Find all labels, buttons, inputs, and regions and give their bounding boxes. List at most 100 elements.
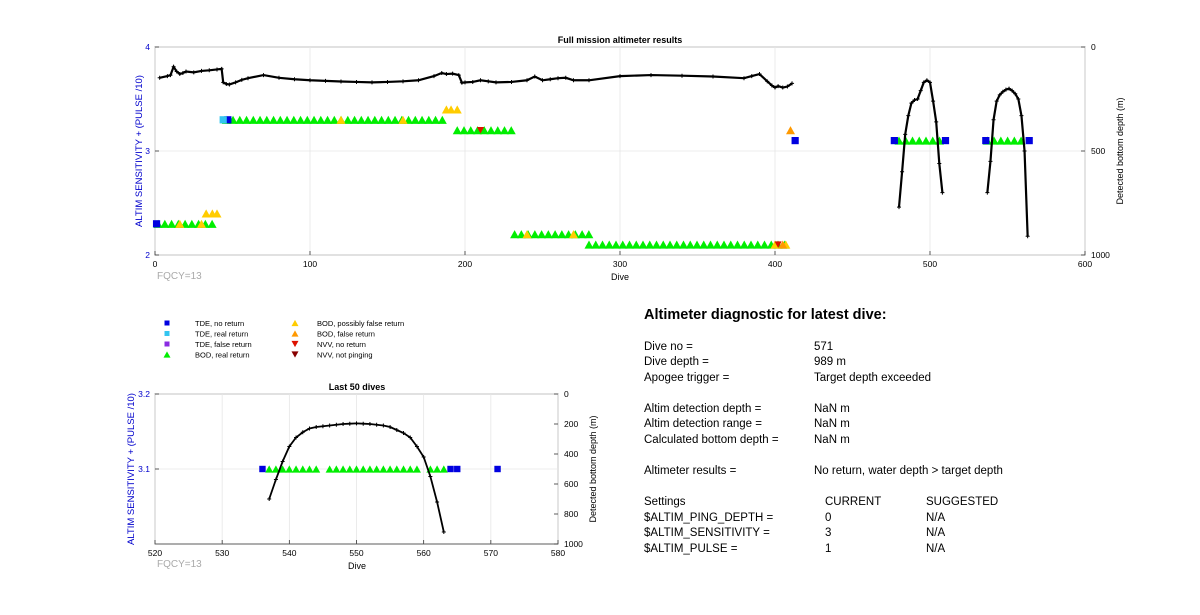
bod-real-return-marker	[753, 240, 763, 249]
bottom-depth-point	[1000, 89, 1005, 94]
bod-real-return-marker	[604, 240, 614, 249]
bottom-depth-point	[1010, 88, 1015, 93]
last-50-ticks: 520 530 540 550 560 570 580 3.1 3.2 0 200 400 600 800…	[138, 389, 583, 558]
x-tick-label: 500	[923, 259, 937, 269]
bod-real-return-marker	[577, 230, 587, 239]
altimeter-results-value: No return, water depth > target depth	[814, 465, 1003, 477]
bod-real-return-marker	[692, 240, 702, 249]
bottom-depth-point	[370, 80, 374, 85]
bottom-depth-point	[769, 83, 774, 88]
bottom-depth-point	[191, 70, 196, 75]
bottom-depth-point	[525, 78, 529, 83]
x-tick-label: 540	[282, 548, 296, 558]
bottom-depth-point	[1025, 234, 1030, 239]
bod-real-return-marker	[1003, 136, 1013, 145]
bod-real-return-marker	[332, 465, 341, 473]
bod-real-return-marker	[914, 136, 924, 145]
bod-real-return-marker	[672, 240, 682, 249]
bottom-depth-point	[780, 85, 785, 90]
dive-no-value: 571	[814, 341, 834, 353]
bod-possibly-false-marker	[522, 230, 532, 239]
bod-real-return-marker	[372, 465, 381, 473]
bod-real-return-marker	[486, 126, 496, 135]
bottom-depth-point	[165, 74, 170, 79]
bod-real-return-marker	[433, 465, 442, 473]
altim-detection-range-value: NaN m	[814, 418, 850, 430]
bottom-depth-point	[1019, 113, 1024, 118]
bottom-depth-point	[361, 421, 366, 426]
legend-marker	[164, 341, 170, 347]
bod-real-return-marker	[412, 465, 421, 473]
bottom-depth-point	[444, 72, 449, 77]
bottom-depth-point	[450, 71, 455, 76]
bod-real-return-marker	[363, 115, 373, 124]
dive-depth-value: 989 m	[814, 356, 846, 368]
legend-marker	[164, 320, 170, 326]
bod-real-return-marker	[543, 230, 553, 239]
bod-real-return-marker	[271, 465, 280, 473]
bottom-depth-point	[649, 73, 653, 78]
bottom-depth-point	[300, 430, 305, 435]
bod-real-return-marker	[537, 230, 547, 239]
bottom-depth-point	[199, 68, 204, 73]
bod-real-return-marker	[733, 240, 742, 249]
bottom-depth-point	[408, 435, 413, 440]
tde-no-return-marker	[791, 137, 799, 145]
bod-real-return-marker	[207, 219, 217, 228]
y2-tick-label: 600	[564, 479, 578, 489]
bod-real-return-marker	[383, 115, 393, 124]
setting-ping-depth-current: 0	[825, 512, 832, 524]
bottom-depth-point	[1003, 87, 1008, 92]
bottom-depth-point	[921, 80, 926, 85]
bottom-depth-point	[1016, 97, 1021, 101]
bottom-depth-point	[394, 428, 399, 432]
bod-real-return-marker	[479, 126, 489, 135]
bottom-depth-point	[354, 421, 359, 426]
full-mission-ylabel: ALTIM SENSITIVITY + (PULSE /10)	[134, 75, 145, 227]
tde-real-return-marker	[219, 116, 227, 124]
altim-detection-range-label: Altim detection range =	[644, 418, 762, 430]
bod-real-return-marker	[452, 126, 462, 135]
bod-real-return-marker	[345, 465, 354, 473]
bottom-depth-point	[773, 85, 777, 90]
bod-real-return-marker	[719, 240, 729, 249]
bod-real-return-marker	[325, 465, 334, 473]
bod-real-return-marker	[312, 465, 321, 473]
bod-real-return-marker	[638, 240, 648, 249]
bod-real-return-marker	[370, 115, 380, 124]
bottom-depth-point	[261, 73, 266, 78]
bottom-depth-point	[749, 74, 754, 79]
bottom-depth-point	[388, 425, 393, 429]
bottom-depth-point	[432, 74, 436, 79]
bod-real-return-marker	[699, 240, 709, 249]
bottom-depth-point	[540, 78, 545, 83]
full-mission-corner-note: FQCY=13	[157, 271, 202, 282]
bod-real-return-marker	[685, 240, 695, 249]
bottom-depth-point	[421, 455, 426, 459]
bod-real-return-marker	[921, 136, 931, 145]
bod-real-return-marker	[679, 240, 688, 249]
bottom-depth-point	[168, 73, 173, 78]
bod-real-return-marker	[302, 115, 312, 124]
tde-no-return-marker	[447, 465, 454, 473]
bottom-depth-point	[556, 76, 560, 81]
bottom-depth-point	[385, 79, 390, 84]
bottom-depth-point	[680, 73, 684, 78]
bod-real-return-marker	[706, 240, 715, 249]
bottom-depth-point	[776, 84, 781, 89]
bottom-depth-point	[294, 435, 299, 440]
y-tick-label: 3.1	[138, 464, 150, 474]
x-tick-label: 600	[1078, 259, 1092, 269]
bottom-depth-point	[931, 99, 936, 104]
bottom-depth-point	[742, 76, 746, 81]
bod-real-return-marker	[996, 136, 1006, 145]
apogee-trigger-value: Target depth exceeded	[814, 372, 932, 384]
bottom-depth-point	[320, 424, 325, 429]
x-tick-label: 530	[215, 548, 229, 558]
full-mission-title: Full mission altimeter results	[558, 35, 683, 45]
bod-real-return-marker	[235, 115, 245, 124]
bod-possibly-false-marker	[197, 219, 206, 228]
bod-possibly-false-marker	[201, 209, 211, 218]
bod-real-return-marker	[712, 240, 722, 249]
bod-real-return-marker	[459, 126, 469, 135]
